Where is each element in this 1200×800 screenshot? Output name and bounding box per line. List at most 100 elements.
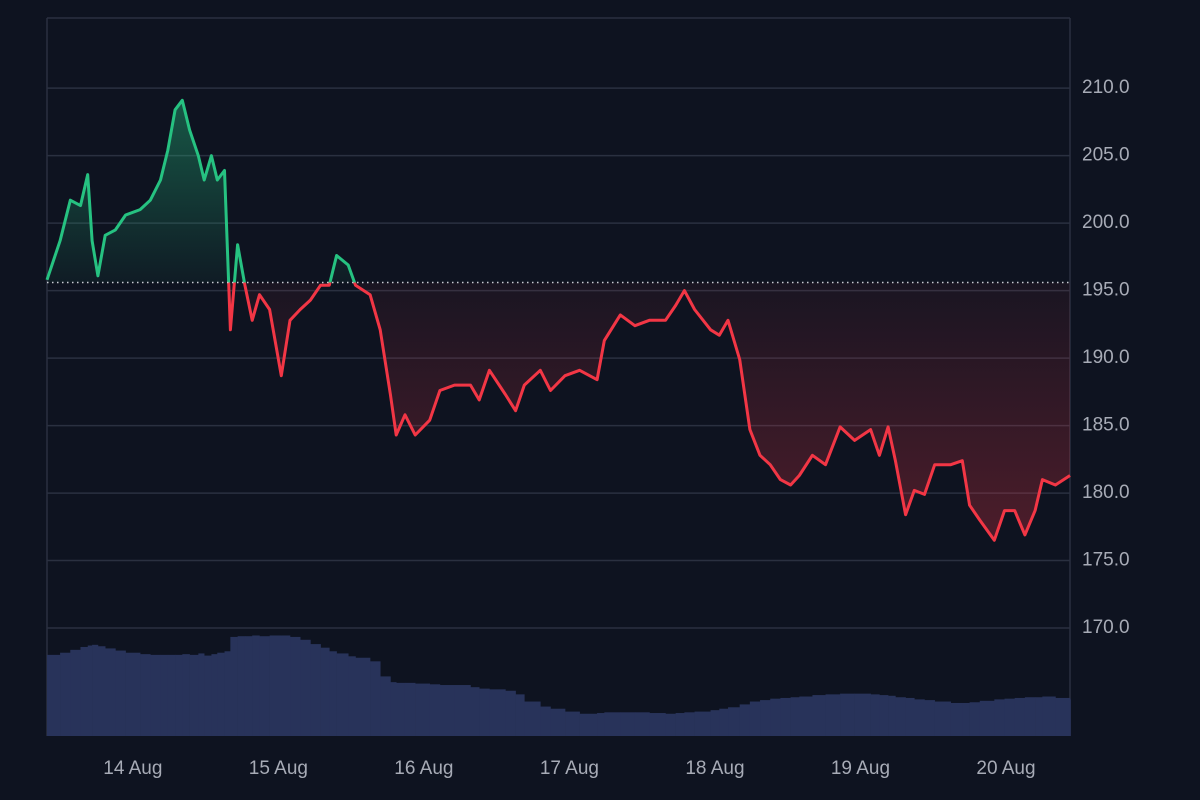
volume-bar	[167, 654, 176, 736]
volume-bar	[415, 683, 431, 736]
volume-bar	[182, 654, 190, 736]
volume-bar	[87, 645, 93, 736]
y-tick-label: 185.0	[1082, 415, 1130, 436]
volume-bar	[370, 661, 381, 736]
x-tick-label: 19 Aug	[831, 758, 890, 779]
volume-bar	[300, 639, 311, 736]
volume-bar	[1024, 697, 1036, 736]
x-tick-label: 17 Aug	[540, 758, 599, 779]
x-tick-label: 18 Aug	[685, 758, 744, 779]
volume-bar	[320, 647, 330, 736]
volume-bar	[812, 695, 826, 736]
volume-bar	[879, 695, 889, 736]
volume-bar	[160, 654, 169, 736]
volume-bar	[252, 635, 260, 736]
y-tick-label: 205.0	[1082, 145, 1130, 166]
volume-bar	[694, 711, 711, 736]
volume-bar	[854, 693, 871, 736]
volume-bar	[604, 712, 621, 736]
volume-bar	[950, 702, 963, 736]
volume-bar	[329, 651, 337, 736]
volume-bar	[336, 653, 349, 736]
volume-bar	[739, 704, 751, 736]
volume-bar	[634, 712, 650, 736]
volume-bar	[470, 687, 480, 736]
volume-bar	[550, 708, 566, 736]
volume-bar	[355, 657, 371, 736]
volume-bar	[269, 635, 282, 736]
volume-bar	[198, 653, 205, 736]
volume-bar	[396, 682, 406, 736]
volume-bar	[969, 702, 981, 736]
volume-bar	[914, 699, 925, 736]
volume-bar	[597, 713, 605, 736]
volume-bar	[888, 695, 896, 736]
volume-bar	[760, 700, 771, 736]
volume-bar	[994, 699, 1005, 736]
volume-bar	[749, 701, 761, 736]
volume-bar	[489, 689, 506, 736]
volume-bar	[1004, 698, 1016, 736]
volume-bar	[684, 712, 695, 736]
volume-bar	[780, 697, 791, 736]
volume-bar	[905, 697, 915, 736]
volume-bar	[70, 649, 81, 736]
volume-bar	[224, 651, 231, 736]
volume-bar	[281, 635, 291, 736]
volume-bar	[649, 713, 666, 736]
volume-bar	[728, 707, 740, 736]
y-tick-label: 175.0	[1082, 550, 1130, 571]
volume-bar	[675, 713, 685, 736]
volume-bar	[204, 655, 212, 736]
volume-bar	[244, 636, 253, 736]
volume-bar	[189, 654, 199, 736]
volume-bar	[719, 708, 729, 736]
volume-bar	[979, 700, 995, 736]
volume-bar	[1035, 697, 1043, 736]
volume-bar	[454, 685, 471, 736]
y-tick-label: 180.0	[1082, 482, 1130, 503]
volume-bar	[870, 694, 880, 736]
volume-bar	[237, 636, 246, 736]
volume-bar	[60, 652, 71, 736]
volume-bar	[540, 706, 551, 736]
volume-bar	[97, 646, 106, 736]
volume-bar	[962, 702, 970, 736]
x-tick-label: 14 Aug	[103, 758, 162, 779]
y-tick-label: 210.0	[1082, 77, 1130, 98]
volume-bar	[790, 697, 800, 736]
volume-bar	[140, 654, 151, 736]
volume-bar	[150, 654, 161, 736]
volume-bar	[230, 636, 238, 736]
volume-bar	[579, 713, 598, 736]
volume-bar	[1042, 696, 1056, 736]
volume-bar	[47, 654, 61, 736]
baseline-area	[47, 100, 1070, 541]
volume-bar	[439, 685, 455, 736]
volume-bar	[515, 694, 525, 736]
volume-bar	[404, 682, 416, 736]
volume-bar	[799, 696, 813, 736]
volume-bar	[115, 650, 126, 736]
volume-bar	[92, 644, 99, 736]
volume-bar	[259, 636, 270, 736]
volume-bar	[1070, 699, 1071, 736]
volume-bar	[565, 711, 580, 736]
volume-bar	[105, 648, 116, 736]
y-tick-label: 170.0	[1082, 617, 1130, 638]
volume-bar	[310, 644, 321, 736]
volume-bar	[380, 676, 391, 736]
volume-bar	[348, 656, 356, 736]
volume-bar	[80, 646, 89, 736]
volume-bar	[505, 690, 516, 736]
y-tick-label: 190.0	[1082, 347, 1130, 368]
volume-bar	[895, 697, 906, 736]
volume-bar	[1055, 697, 1071, 736]
volume-bar	[175, 654, 183, 736]
x-tick-label: 16 Aug	[394, 758, 453, 779]
volume-bar	[934, 701, 951, 736]
volume-bar	[125, 652, 141, 736]
price-line	[45, 98, 1071, 542]
volume-bar	[390, 682, 397, 736]
